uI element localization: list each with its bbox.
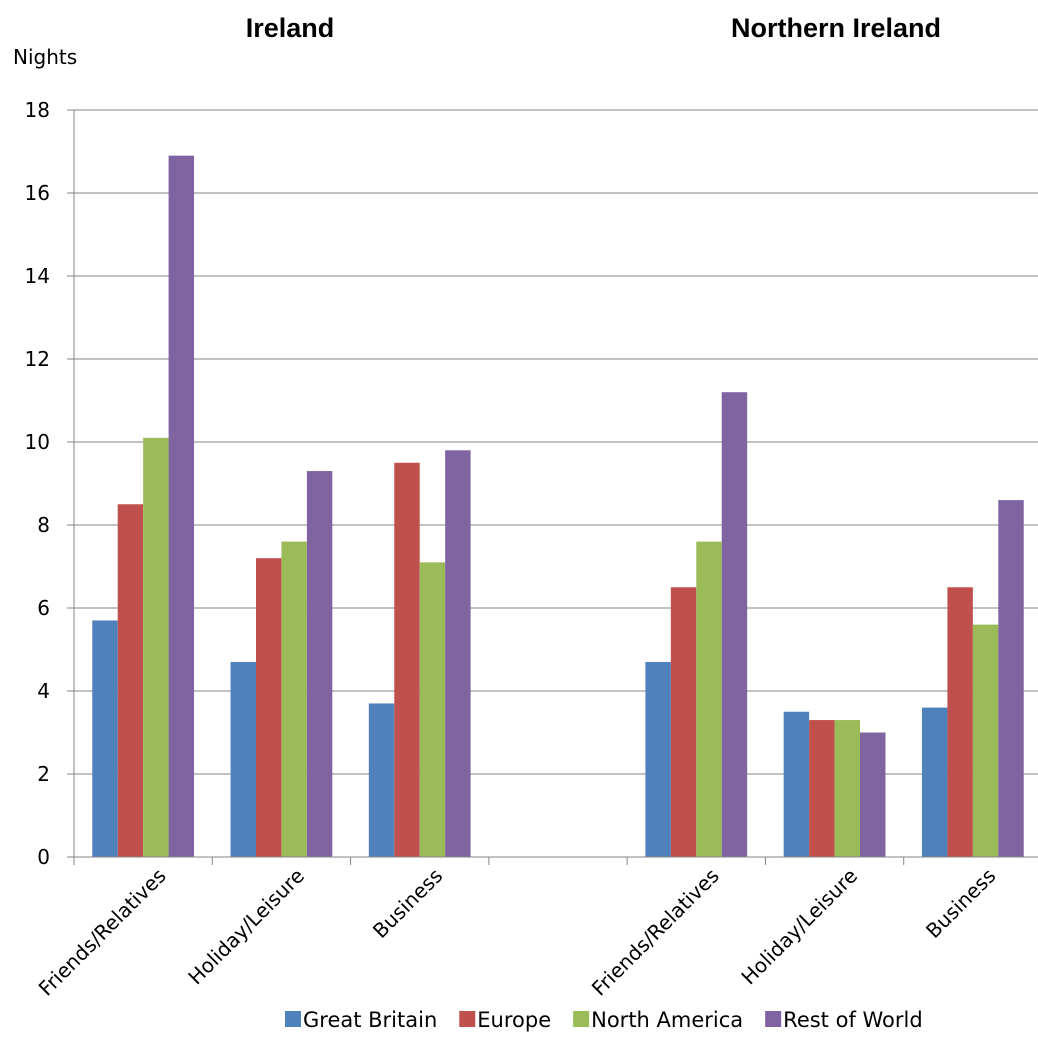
- x-tick-label: Friends/Relatives: [34, 864, 171, 1001]
- legend-swatch: [285, 1011, 301, 1027]
- bars: [92, 155, 1024, 857]
- bar: [947, 587, 973, 857]
- y-tick-label: 8: [37, 513, 50, 537]
- bar: [783, 711, 810, 857]
- gridlines: [74, 109, 1038, 775]
- bar: [998, 500, 1024, 857]
- y-tick-labels: 0 2 4 6 8 10 12 14 16 18: [25, 98, 50, 869]
- x-tick-label: Business: [368, 864, 447, 943]
- bar: [230, 661, 256, 857]
- bar: [834, 720, 861, 857]
- bar: [255, 558, 282, 857]
- bar: [368, 703, 395, 857]
- group-title-ireland: Ireland: [246, 13, 335, 43]
- y-tick-label: 2: [37, 762, 50, 786]
- x-tick-label: Holiday/Leisure: [183, 864, 309, 990]
- y-tick-label: 4: [37, 679, 50, 703]
- bar: [860, 732, 886, 857]
- bar: [92, 620, 118, 857]
- bar: [168, 155, 195, 857]
- y-tick-label: 18: [25, 98, 50, 122]
- legend-label: Rest of World: [783, 1008, 923, 1032]
- bar: [670, 587, 697, 857]
- bar: [972, 624, 999, 857]
- legend-swatch: [459, 1011, 476, 1027]
- legend-label: North America: [591, 1008, 743, 1032]
- x-tick-labels: Friends/Relatives Holiday/Leisure Business…: [34, 864, 1001, 1001]
- y-tick-label: 14: [25, 264, 50, 288]
- y-tick-label: 12: [25, 347, 50, 371]
- y-axis-label: Nights: [13, 45, 77, 69]
- bar: [721, 392, 748, 857]
- y-tick-label: 16: [25, 181, 50, 205]
- axes: [67, 109, 1038, 865]
- x-tick-label: Business: [921, 864, 1000, 943]
- bar: [445, 450, 471, 857]
- bar: [921, 707, 948, 857]
- x-tick-label: Holiday/Leisure: [736, 864, 862, 990]
- bar: [645, 661, 671, 857]
- bar: [394, 462, 420, 857]
- legend: Great Britain Europe North America Rest of …: [285, 1008, 923, 1032]
- bar: [419, 562, 446, 857]
- group-title-northern-ireland: Northern Ireland: [731, 13, 941, 43]
- x-tick-label: Friends/Relatives: [587, 864, 724, 1001]
- y-tick-label: 6: [37, 596, 50, 620]
- bar: [117, 504, 144, 857]
- bar: [809, 720, 835, 857]
- legend-swatch: [573, 1011, 590, 1027]
- bar: [143, 437, 169, 857]
- bar: [696, 541, 722, 857]
- y-tick-label: 10: [25, 430, 50, 454]
- legend-label: Great Britain: [303, 1008, 437, 1032]
- bar: [281, 541, 307, 857]
- legend-swatch: [765, 1011, 782, 1027]
- bar: [306, 471, 333, 857]
- y-tick-label: 0: [37, 845, 50, 869]
- legend-label: Europe: [477, 1008, 551, 1032]
